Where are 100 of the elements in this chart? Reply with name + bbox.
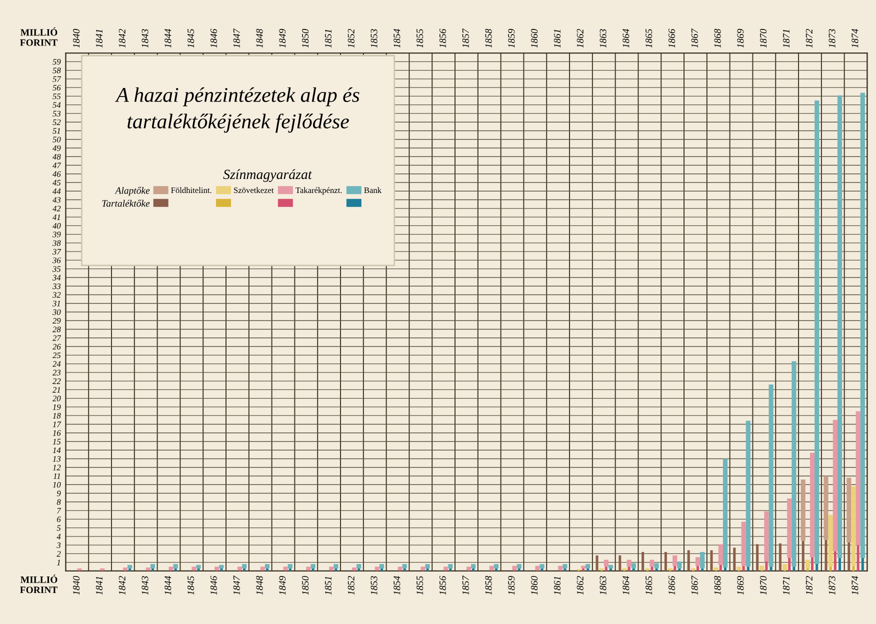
x-tick-label: 1873 (828, 576, 836, 595)
bar (379, 564, 384, 568)
bar (374, 566, 380, 570)
x-tick-label: 1866 (668, 576, 676, 595)
bar (192, 566, 196, 570)
bar (618, 555, 622, 571)
y-tick-label: 23 (52, 370, 61, 376)
category-label: 1843 (142, 29, 148, 48)
bar (306, 566, 311, 570)
y-tick-label: 58 (52, 68, 61, 74)
bar (838, 558, 842, 571)
bar (426, 568, 429, 571)
y-tick-label: 39 (52, 232, 61, 238)
bar (832, 420, 838, 552)
bar (655, 568, 658, 571)
y-tick-label: 33 (52, 283, 61, 290)
bar (678, 568, 681, 571)
x-tick-label: 1853 (370, 576, 378, 595)
y-tick-label: 16 (52, 430, 61, 436)
bar (582, 568, 585, 571)
x-tick-label: 1860 (531, 576, 538, 595)
category-label: 1861 (554, 30, 561, 48)
bar (824, 476, 828, 540)
category-label: 1847 (233, 28, 240, 48)
bar (626, 560, 632, 567)
bar (770, 566, 772, 571)
category-label: 1870 (760, 28, 767, 48)
category-label: 1866 (668, 28, 676, 48)
y-tick-label: 20 (52, 396, 61, 402)
category-label: 1848 (256, 28, 263, 48)
category-label: 1840 (73, 28, 80, 48)
bar (851, 486, 856, 566)
bar (733, 548, 736, 571)
bar (856, 411, 860, 546)
y-tick-label: 2 (56, 551, 61, 557)
x-tick-label: 1843 (142, 576, 148, 595)
category-label: 1869 (737, 28, 744, 48)
text: MILLIÓ FORINT (20, 27, 58, 46)
bar (608, 564, 614, 568)
y-tick-label: 26 (52, 344, 61, 350)
bar (494, 564, 499, 568)
category-label: 1863 (600, 29, 606, 48)
y-tick-label: 32 (52, 292, 61, 298)
category-label: 1851 (324, 30, 332, 48)
bar (824, 540, 828, 571)
x-tick-label: 1872 (806, 576, 812, 595)
y-tick-label: 21 (52, 387, 60, 393)
bar (724, 568, 727, 571)
bar (329, 566, 334, 570)
bar (196, 564, 201, 568)
text: A hazai pénzintézetek alap és tartaléktőkéjének fejlődése (114, 87, 360, 133)
y-tick-label: 28 (52, 326, 61, 332)
x-tick-label: 1858 (485, 576, 492, 595)
y-tick-label: 29 (52, 318, 61, 324)
y-tick-label: 49 (52, 145, 61, 151)
bar (334, 564, 338, 568)
y-tick-label: 46 (52, 171, 61, 177)
bar (219, 564, 224, 568)
bar (174, 568, 177, 571)
category-label: 1859 (508, 28, 515, 48)
y-tick-label: 56 (52, 84, 61, 91)
bar (173, 564, 178, 568)
y-tick-label: 59 (52, 59, 61, 65)
category-label: 1874 (852, 28, 858, 48)
bar (260, 566, 265, 570)
bar (444, 566, 448, 570)
category-label: 1873 (828, 29, 836, 48)
y-tick-label: 8 (56, 499, 61, 505)
category-label: 1856 (439, 28, 446, 48)
category-label: 1841 (96, 30, 102, 48)
category-label: 1845 (188, 29, 194, 48)
bar (197, 568, 200, 571)
y-tick-label: 36 (52, 258, 61, 264)
category-label: 1854 (394, 28, 400, 48)
bar (829, 566, 832, 571)
x-tick-label: 1857 (462, 575, 469, 595)
bar (792, 566, 796, 571)
bar (580, 566, 586, 568)
y-tick-label: 18 (52, 412, 61, 419)
y-tick-label: 45 (52, 180, 61, 186)
bar (586, 564, 590, 568)
y-tick-label: 47 (52, 162, 62, 168)
y-tick-label: 52 (52, 119, 61, 126)
x-tick-label: 1868 (714, 576, 721, 595)
bar (596, 555, 598, 571)
bar (802, 540, 804, 571)
bar (512, 566, 517, 570)
bar (778, 543, 782, 571)
x-tick-label: 1847 (233, 575, 240, 595)
y-tick-label: 11 (53, 473, 60, 479)
x-tick-label: 1851 (324, 576, 332, 595)
bar (860, 92, 865, 558)
bar (380, 568, 383, 571)
bar (741, 522, 746, 566)
bar (403, 568, 406, 571)
bar (760, 566, 764, 570)
x-tick-label: 1845 (188, 576, 194, 595)
y-tick-label: 24 (52, 361, 61, 367)
bar (736, 566, 742, 570)
y-tick-label: 41 (52, 214, 60, 220)
